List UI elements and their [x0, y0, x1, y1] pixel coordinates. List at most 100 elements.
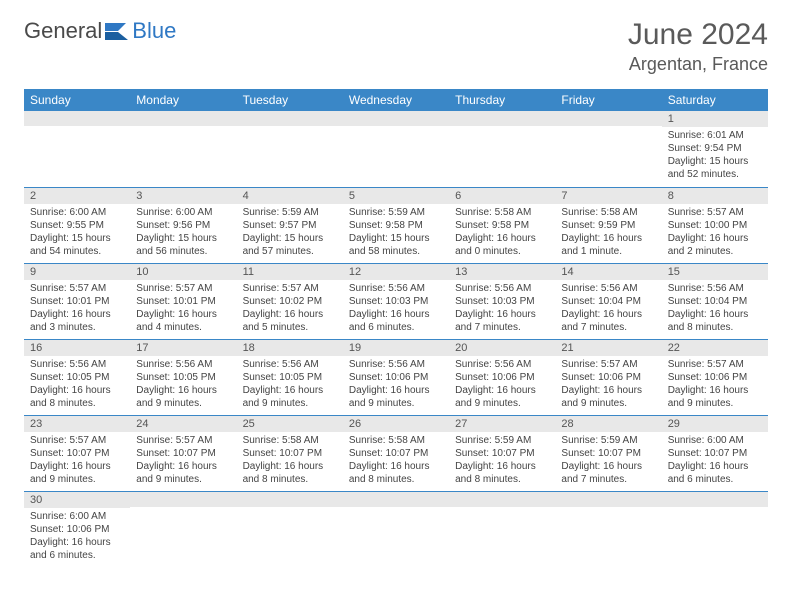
- sunset-line: Sunset: 9:57 PM: [243, 219, 337, 232]
- day-number: 11: [237, 264, 343, 280]
- location: Argentan, France: [628, 54, 768, 75]
- sunrise-line: Sunrise: 5:57 AM: [136, 434, 230, 447]
- day-number: 13: [449, 264, 555, 280]
- daylight-line: Daylight: 15 hours and 58 minutes.: [349, 232, 443, 258]
- day-number: [130, 492, 236, 507]
- calendar-cell: 12Sunrise: 5:56 AMSunset: 10:03 PMDaylig…: [343, 263, 449, 339]
- day-details: Sunrise: 5:56 AMSunset: 10:05 PMDaylight…: [237, 356, 343, 414]
- flag-icon: [104, 21, 130, 41]
- calendar-cell: 21Sunrise: 5:57 AMSunset: 10:06 PMDaylig…: [555, 339, 661, 415]
- sunrise-line: Sunrise: 6:00 AM: [668, 434, 762, 447]
- day-details: Sunrise: 5:56 AMSunset: 10:06 PMDaylight…: [449, 356, 555, 414]
- sunset-line: Sunset: 9:59 PM: [561, 219, 655, 232]
- sunset-line: Sunset: 10:02 PM: [243, 295, 337, 308]
- day-number: 3: [130, 188, 236, 204]
- calendar-cell: 8Sunrise: 5:57 AMSunset: 10:00 PMDayligh…: [662, 187, 768, 263]
- sunrise-line: Sunrise: 5:56 AM: [455, 282, 549, 295]
- day-number: 30: [24, 492, 130, 508]
- daylight-line: Daylight: 16 hours and 4 minutes.: [136, 308, 230, 334]
- calendar-cell: 25Sunrise: 5:58 AMSunset: 10:07 PMDaylig…: [237, 415, 343, 491]
- sunrise-line: Sunrise: 5:57 AM: [668, 358, 762, 371]
- sunrise-line: Sunrise: 5:59 AM: [243, 206, 337, 219]
- daylight-line: Daylight: 16 hours and 7 minutes.: [561, 308, 655, 334]
- title-block: June 2024 Argentan, France: [628, 18, 768, 75]
- day-details: Sunrise: 5:59 AMSunset: 9:58 PMDaylight:…: [343, 204, 449, 262]
- day-details: Sunrise: 5:59 AMSunset: 10:07 PMDaylight…: [555, 432, 661, 490]
- calendar-row: 9Sunrise: 5:57 AMSunset: 10:01 PMDayligh…: [24, 263, 768, 339]
- sunset-line: Sunset: 9:58 PM: [455, 219, 549, 232]
- sunrise-line: Sunrise: 5:58 AM: [561, 206, 655, 219]
- sunrise-line: Sunrise: 5:59 AM: [561, 434, 655, 447]
- sunset-line: Sunset: 10:07 PM: [668, 447, 762, 460]
- calendar-cell: [24, 111, 130, 187]
- day-details: Sunrise: 5:56 AMSunset: 10:05 PMDaylight…: [130, 356, 236, 414]
- sunset-line: Sunset: 10:07 PM: [243, 447, 337, 460]
- day-details: Sunrise: 5:56 AMSunset: 10:03 PMDaylight…: [343, 280, 449, 338]
- sunrise-line: Sunrise: 5:58 AM: [243, 434, 337, 447]
- day-number: 8: [662, 188, 768, 204]
- sunrise-line: Sunrise: 5:57 AM: [668, 206, 762, 219]
- day-number: 23: [24, 416, 130, 432]
- calendar-cell: [237, 491, 343, 567]
- calendar-cell: [662, 491, 768, 567]
- daylight-line: Daylight: 16 hours and 9 minutes.: [455, 384, 549, 410]
- sunrise-line: Sunrise: 5:57 AM: [561, 358, 655, 371]
- sunrise-line: Sunrise: 5:58 AM: [455, 206, 549, 219]
- weekday-header: Friday: [555, 89, 661, 111]
- day-details: Sunrise: 5:57 AMSunset: 10:06 PMDaylight…: [555, 356, 661, 414]
- sunrise-line: Sunrise: 5:58 AM: [349, 434, 443, 447]
- brand-part1: General: [24, 18, 102, 44]
- sunrise-line: Sunrise: 5:57 AM: [136, 282, 230, 295]
- daylight-line: Daylight: 16 hours and 1 minute.: [561, 232, 655, 258]
- day-number: 25: [237, 416, 343, 432]
- sunrise-line: Sunrise: 5:57 AM: [30, 282, 124, 295]
- daylight-line: Daylight: 15 hours and 54 minutes.: [30, 232, 124, 258]
- daylight-line: Daylight: 16 hours and 7 minutes.: [455, 308, 549, 334]
- day-number: 22: [662, 340, 768, 356]
- calendar-cell: 15Sunrise: 5:56 AMSunset: 10:04 PMDaylig…: [662, 263, 768, 339]
- sunset-line: Sunset: 9:58 PM: [349, 219, 443, 232]
- sunset-line: Sunset: 10:04 PM: [668, 295, 762, 308]
- sunrise-line: Sunrise: 5:56 AM: [349, 282, 443, 295]
- day-number: 20: [449, 340, 555, 356]
- day-number: 7: [555, 188, 661, 204]
- sunrise-line: Sunrise: 6:01 AM: [668, 129, 762, 142]
- day-details: Sunrise: 6:00 AMSunset: 10:06 PMDaylight…: [24, 508, 130, 566]
- day-number: 10: [130, 264, 236, 280]
- month-title: June 2024: [628, 18, 768, 52]
- day-details: Sunrise: 5:57 AMSunset: 10:00 PMDaylight…: [662, 204, 768, 262]
- day-details: Sunrise: 5:57 AMSunset: 10:07 PMDaylight…: [130, 432, 236, 490]
- header: General Blue June 2024 Argentan, France: [24, 18, 768, 75]
- sunset-line: Sunset: 10:01 PM: [30, 295, 124, 308]
- calendar-cell: 7 Sunrise: 5:58 AMSunset: 9:59 PMDaylight…: [555, 187, 661, 263]
- day-number: 9: [24, 264, 130, 280]
- sunset-line: Sunset: 10:06 PM: [561, 371, 655, 384]
- calendar-cell: 5Sunrise: 5:59 AMSunset: 9:58 PMDaylight…: [343, 187, 449, 263]
- calendar-cell: 26Sunrise: 5:58 AMSunset: 10:07 PMDaylig…: [343, 415, 449, 491]
- daylight-line: Daylight: 16 hours and 8 minutes.: [455, 460, 549, 486]
- day-number: 26: [343, 416, 449, 432]
- sunrise-line: Sunrise: 5:56 AM: [668, 282, 762, 295]
- day-details: Sunrise: 5:59 AMSunset: 9:57 PMDaylight:…: [237, 204, 343, 262]
- calendar-cell: 1Sunrise: 6:01 AMSunset: 9:54 PMDaylight…: [662, 111, 768, 187]
- weekday-header: Monday: [130, 89, 236, 111]
- daylight-line: Daylight: 16 hours and 8 minutes.: [243, 460, 337, 486]
- day-details: Sunrise: 5:57 AMSunset: 10:01 PMDaylight…: [24, 280, 130, 338]
- daylight-line: Daylight: 16 hours and 2 minutes.: [668, 232, 762, 258]
- sunset-line: Sunset: 10:03 PM: [455, 295, 549, 308]
- day-details: Sunrise: 6:00 AMSunset: 10:07 PMDaylight…: [662, 432, 768, 490]
- calendar-cell: 27Sunrise: 5:59 AMSunset: 10:07 PMDaylig…: [449, 415, 555, 491]
- day-details: Sunrise: 5:59 AMSunset: 10:07 PMDaylight…: [449, 432, 555, 490]
- day-number: 24: [130, 416, 236, 432]
- day-details: Sunrise: 5:56 AMSunset: 10:06 PMDaylight…: [343, 356, 449, 414]
- day-details: Sunrise: 5:58 AMSunset: 10:07 PMDaylight…: [237, 432, 343, 490]
- weekday-header-row: Sunday Monday Tuesday Wednesday Thursday…: [24, 89, 768, 111]
- day-number: 15: [662, 264, 768, 280]
- daylight-line: Daylight: 16 hours and 0 minutes.: [455, 232, 549, 258]
- daylight-line: Daylight: 16 hours and 9 minutes.: [136, 460, 230, 486]
- day-number: [662, 492, 768, 507]
- calendar-cell: [343, 111, 449, 187]
- day-details: Sunrise: 6:00 AMSunset: 9:55 PMDaylight:…: [24, 204, 130, 262]
- sunrise-line: Sunrise: 5:57 AM: [243, 282, 337, 295]
- weekday-header: Saturday: [662, 89, 768, 111]
